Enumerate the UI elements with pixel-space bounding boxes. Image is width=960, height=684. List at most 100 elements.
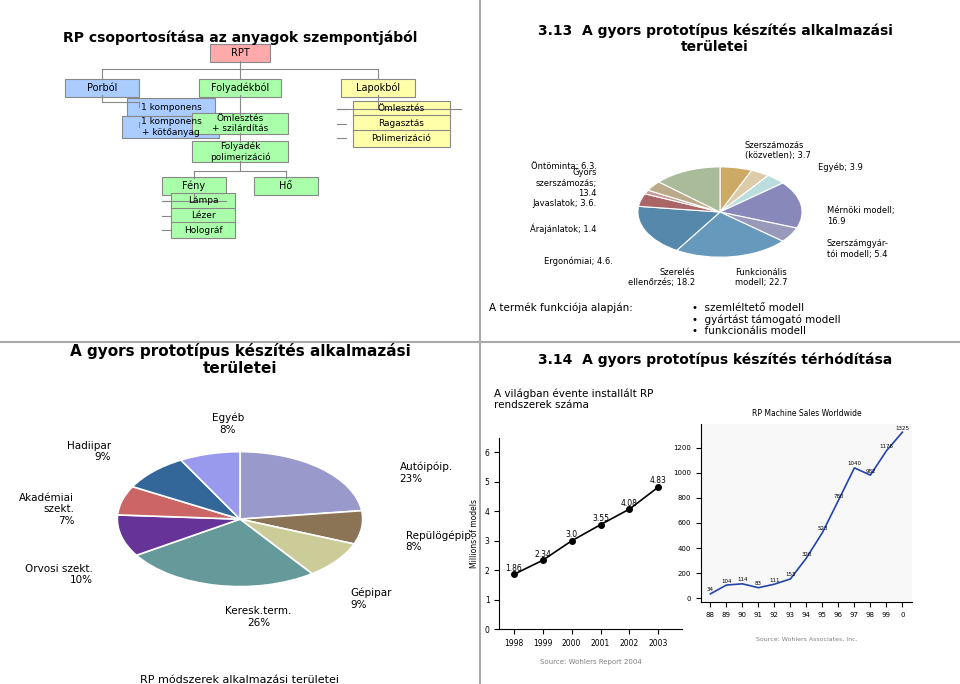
Wedge shape (180, 451, 240, 519)
Text: Szerszámozás
(közvetlen); 3.7: Szerszámozás (közvetlen); 3.7 (745, 141, 810, 160)
Text: A termék funkciója alapján:: A termék funkciója alapján: (490, 302, 634, 313)
Text: Ragasztás: Ragasztás (378, 119, 424, 128)
Text: 3.55: 3.55 (592, 514, 609, 523)
Wedge shape (720, 167, 752, 212)
Wedge shape (638, 194, 720, 212)
Text: Source: Wohlers Report 2004: Source: Wohlers Report 2004 (540, 659, 641, 665)
Text: 3.14  A gyors prototípus készítés térhódítása: 3.14 A gyors prototípus készítés térhódí… (538, 352, 893, 367)
Text: Egyéb; 3.9: Egyéb; 3.9 (819, 162, 863, 172)
FancyBboxPatch shape (253, 177, 319, 195)
Text: Lámpa: Lámpa (188, 196, 218, 205)
Text: Lapokból: Lapokból (356, 82, 400, 93)
Text: A világban évente installált RP
rendszerek száma: A világban évente installált RP rendszer… (494, 389, 654, 410)
Text: RPT: RPT (230, 48, 250, 58)
Text: 1325: 1325 (896, 425, 909, 431)
Text: RP csoportosítása az anyagok szempontjából: RP csoportosítása az anyagok szempontjáb… (62, 30, 418, 44)
Text: 153: 153 (785, 573, 796, 577)
Wedge shape (240, 451, 362, 519)
Text: 4.08: 4.08 (621, 499, 638, 508)
FancyBboxPatch shape (199, 79, 281, 96)
FancyBboxPatch shape (210, 44, 270, 62)
Text: 104: 104 (721, 579, 732, 583)
Wedge shape (132, 460, 240, 519)
Wedge shape (648, 182, 720, 212)
Wedge shape (240, 511, 363, 544)
Wedge shape (117, 486, 240, 519)
Text: 2.34: 2.34 (534, 550, 551, 559)
Title: RP Machine Sales Worldwide: RP Machine Sales Worldwide (752, 409, 861, 418)
Text: 114: 114 (737, 577, 748, 582)
Text: Egyéb
8%: Egyéb 8% (211, 412, 244, 434)
Text: Keresk.term.
26%: Keresk.term. 26% (226, 607, 292, 628)
Text: Porból: Porból (86, 83, 117, 92)
FancyBboxPatch shape (171, 208, 235, 224)
Text: 4.83: 4.83 (650, 477, 667, 486)
Text: 320: 320 (802, 551, 811, 557)
Text: Funkcionális
modell; 22.7: Funkcionális modell; 22.7 (734, 268, 787, 287)
Text: Ömlesztés: Ömlesztés (377, 105, 425, 114)
FancyBboxPatch shape (353, 116, 449, 132)
Wedge shape (659, 167, 720, 212)
Text: 111: 111 (769, 578, 780, 583)
FancyBboxPatch shape (123, 116, 219, 137)
Wedge shape (720, 176, 782, 212)
Text: Polimerizáció: Polimerizáció (372, 134, 431, 143)
Text: Lézer: Lézer (191, 211, 215, 220)
Text: 1 komponens: 1 komponens (140, 103, 202, 111)
Text: 1 komponens
+ kötőanyag: 1 komponens + kötőanyag (140, 117, 202, 137)
Text: 780: 780 (833, 494, 844, 499)
Text: Source: Wohlers Associates, Inc.: Source: Wohlers Associates, Inc. (756, 637, 857, 642)
Text: Ergonómiai; 4.6.: Ergonómiai; 4.6. (544, 256, 613, 266)
Text: 83: 83 (755, 581, 762, 586)
FancyBboxPatch shape (65, 79, 138, 96)
Text: Repülögépip.
8%: Repülögépip. 8% (406, 530, 474, 552)
Wedge shape (638, 207, 720, 250)
FancyBboxPatch shape (192, 113, 288, 134)
Text: RP módszerek alkalmazási területei
(2002 Wohlers Associates): RP módszerek alkalmazási területei (2002… (140, 675, 340, 684)
Wedge shape (720, 170, 768, 212)
Wedge shape (117, 515, 240, 555)
Text: 523: 523 (817, 526, 828, 531)
Text: Javaslatok; 3.6.: Javaslatok; 3.6. (533, 199, 597, 209)
Text: A világban évente elkészített RP
modellek száma: A világban évente elkészített RP modelle… (730, 579, 898, 601)
Text: Holográf: Holográf (183, 226, 223, 235)
Y-axis label: Millions of models: Millions of models (470, 499, 479, 568)
Text: 3.0: 3.0 (565, 530, 578, 540)
Text: 34: 34 (707, 588, 714, 592)
Wedge shape (677, 212, 782, 257)
FancyBboxPatch shape (161, 177, 227, 195)
FancyBboxPatch shape (171, 193, 235, 209)
Text: Folyadék
polimerizáció: Folyadék polimerizáció (209, 142, 271, 162)
Text: Autóipóip.
23%: Autóipóip. 23% (399, 462, 453, 484)
Text: •  szemléltető modell
•  gyártást támogató modell
•  funkcionális modell: • szemléltető modell • gyártást támogató… (691, 302, 840, 337)
Text: 982: 982 (865, 469, 876, 473)
Text: Szerelés
ellenőrzés; 18.2: Szerelés ellenőrzés; 18.2 (628, 268, 695, 287)
Text: 3.13  A gyors prototípus készítés alkalmazási
területei: 3.13 A gyors prototípus készítés alkalma… (538, 23, 893, 54)
Text: Szerszámgyár-
tói modell; 5.4: Szerszámgyár- tói modell; 5.4 (827, 239, 889, 259)
Wedge shape (136, 519, 312, 587)
Text: Fény: Fény (182, 181, 205, 192)
Text: 1.86: 1.86 (505, 564, 522, 573)
Wedge shape (645, 190, 720, 212)
FancyBboxPatch shape (127, 98, 215, 116)
Text: Ömlesztés
+ szilárdítás: Ömlesztés + szilárdítás (212, 114, 268, 133)
Wedge shape (720, 183, 802, 228)
Text: Orvosi szekt.
10%: Orvosi szekt. 10% (25, 564, 93, 585)
Text: 1176: 1176 (879, 445, 894, 449)
Text: Akadémiai
szekt.
7%: Akadémiai szekt. 7% (19, 492, 74, 526)
FancyBboxPatch shape (353, 130, 449, 146)
Text: Árajánlatok; 1.4: Árajánlatok; 1.4 (530, 223, 597, 234)
Text: Öntöminta; 6.3.: Öntöminta; 6.3. (531, 162, 597, 172)
Text: Gyors
szerszámozás;
13.4: Gyors szerszámozás; 13.4 (536, 168, 597, 198)
FancyBboxPatch shape (342, 79, 415, 96)
Wedge shape (720, 212, 797, 241)
FancyBboxPatch shape (171, 222, 235, 238)
Text: 1040: 1040 (848, 461, 861, 466)
Text: Gépipar
9%: Gépipar 9% (350, 588, 392, 610)
Text: Hadiipar
9%: Hadiipar 9% (67, 441, 111, 462)
Wedge shape (240, 519, 354, 574)
FancyBboxPatch shape (353, 101, 449, 117)
Title: A gyors prototípus készítés alkalmazási
területei: A gyors prototípus készítés alkalmazási … (70, 343, 410, 376)
Text: Mérnöki modell;
16.9: Mérnöki modell; 16.9 (827, 207, 895, 226)
Text: Hő: Hő (279, 181, 293, 191)
